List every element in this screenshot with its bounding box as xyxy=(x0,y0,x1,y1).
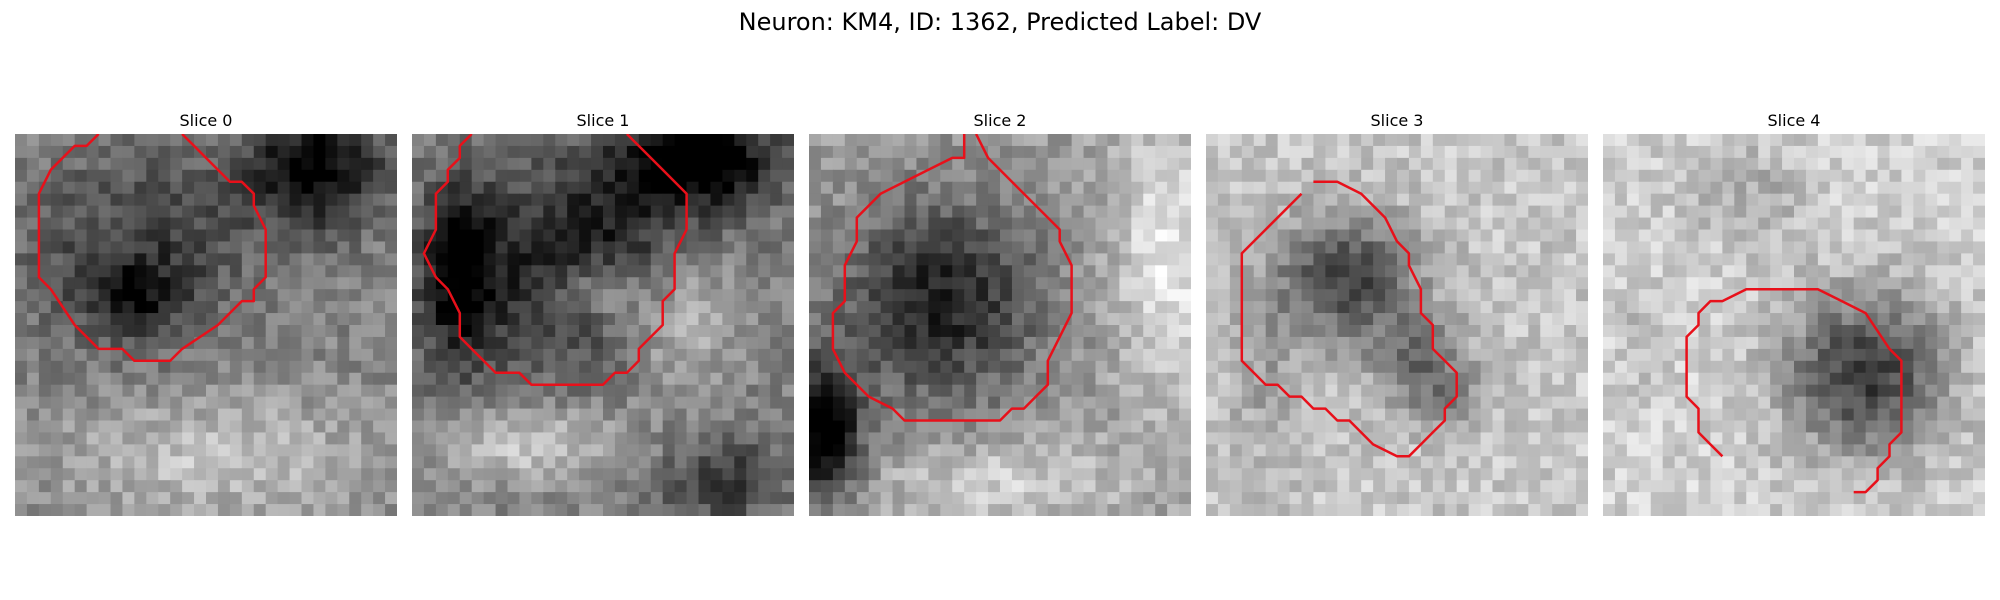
slice-image xyxy=(412,134,794,516)
slice-image xyxy=(15,134,397,516)
segmentation-contour xyxy=(1685,287,1903,494)
segmentation-contour xyxy=(831,134,1073,422)
segmentation-contour xyxy=(422,134,688,386)
grayscale-pixels xyxy=(15,134,397,516)
slice-panel: Slice 1 xyxy=(412,108,794,516)
grayscale-pixels xyxy=(412,134,794,516)
slice-image xyxy=(809,134,1191,516)
segmentation-contour xyxy=(37,134,267,363)
slice-title: Slice 3 xyxy=(1370,111,1424,130)
slice-panel: Slice 4 xyxy=(1603,108,1985,516)
slice-panel: Slice 0 xyxy=(15,108,397,516)
figure-title: Neuron: KM4, ID: 1362, Predicted Label: … xyxy=(738,8,1262,36)
slice-image xyxy=(1206,134,1588,516)
slice-title: Slice 0 xyxy=(179,111,233,130)
slice-title: Slice 4 xyxy=(1767,111,1821,130)
slice-title: Slice 1 xyxy=(576,111,630,130)
grayscale-pixels xyxy=(1603,134,1985,516)
slice-image xyxy=(1603,134,1985,516)
grayscale-pixels xyxy=(809,134,1191,516)
slice-title: Slice 2 xyxy=(973,111,1027,130)
slice-panel: Slice 3 xyxy=(1206,108,1588,516)
grayscale-pixels xyxy=(1206,134,1588,516)
segmentation-contour xyxy=(1240,180,1458,458)
slice-panel: Slice 2 xyxy=(809,108,1191,516)
